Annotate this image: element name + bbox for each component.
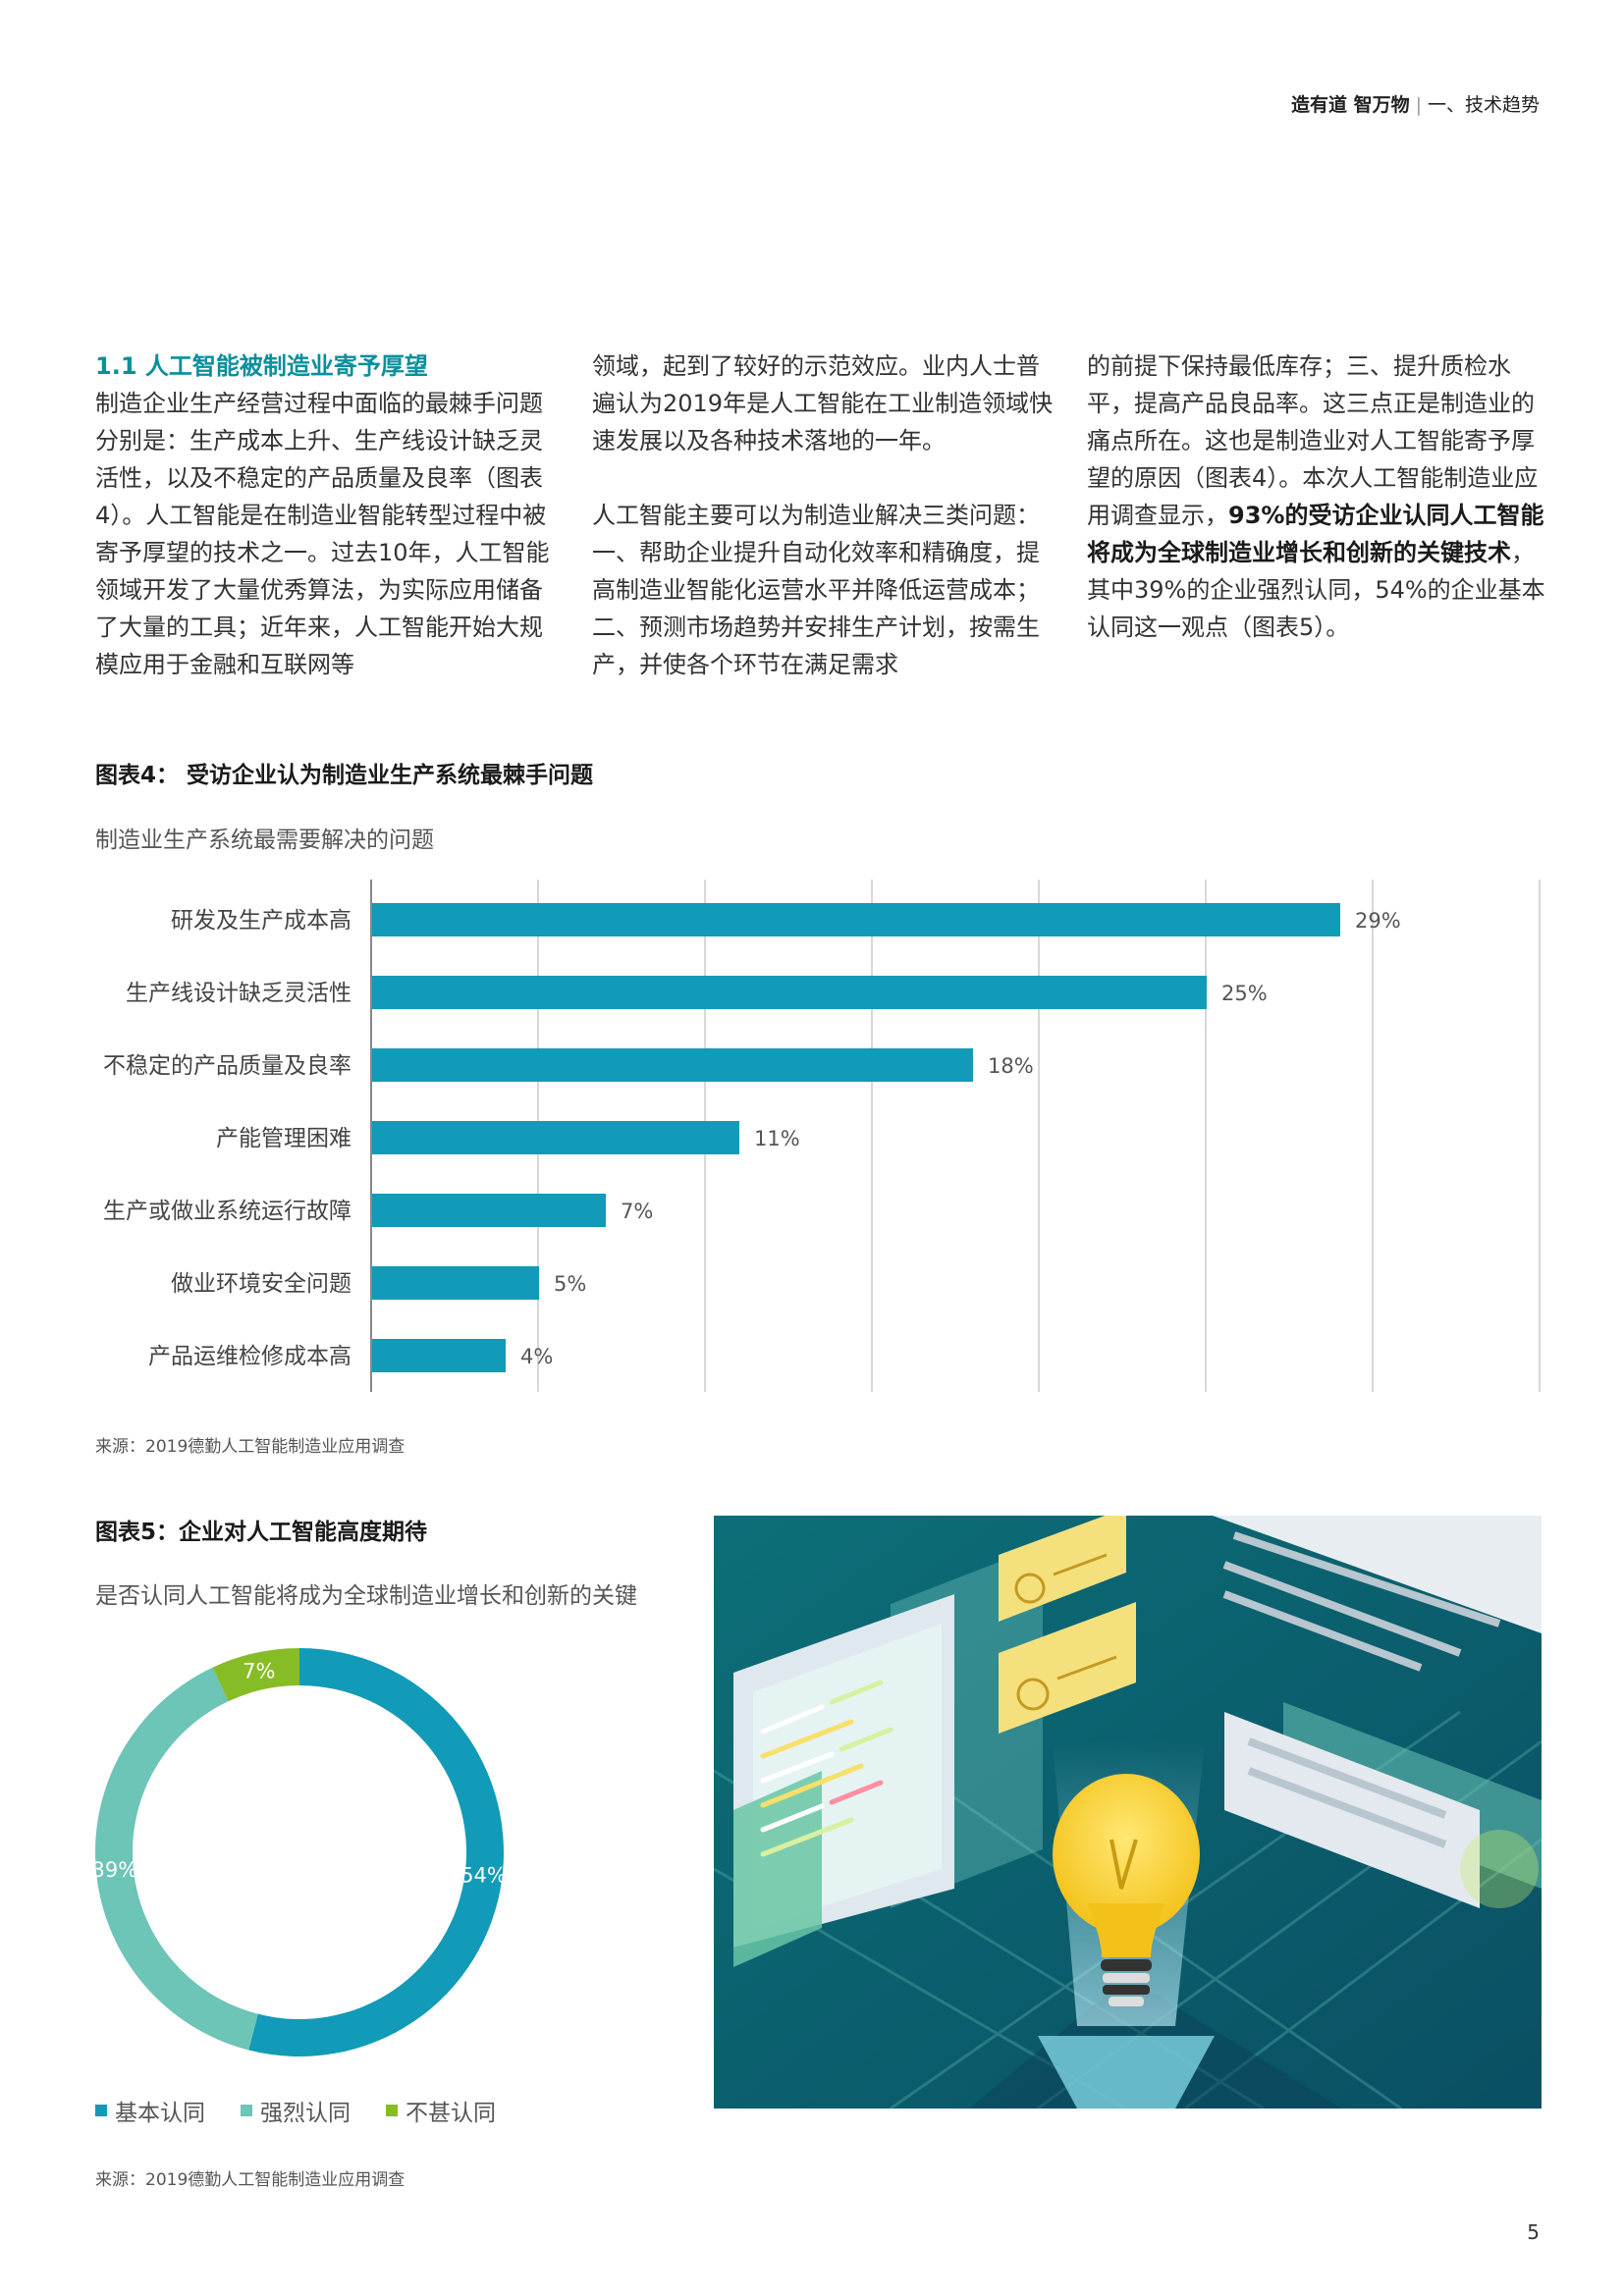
glass-panel-green <box>733 1771 822 1967</box>
bar <box>372 1194 606 1227</box>
category-label: 做业环境安全问题 <box>171 1271 352 1297</box>
legend-item-strong: 强烈认同 <box>241 2094 351 2127</box>
column-3-paragraph: 的前提下保持最低库存；三、提升质检水平，提高产品良品率。这三点正是制造业的痛点所… <box>1087 347 1548 646</box>
column-2-paragraph-1: 领域，起到了较好的示范效应。业内人士普遍认为2019年是人工智能在工业制造领域快… <box>592 352 1054 454</box>
figure-5-source: 来源：2019德勤人工智能制造业应用调查 <box>95 2170 406 2190</box>
bulb-pedestal <box>1038 2036 1215 2109</box>
column-2-paragraph-2: 人工智能主要可以为制造业解决三类问题：一、帮助企业提升自动化效率和精确度，提高制… <box>592 502 1040 678</box>
category-label: 研发及生产成本高 <box>171 908 352 934</box>
category-label: 不稳定的产品质量及良率 <box>103 1053 352 1079</box>
donut-slice <box>95 1667 258 2051</box>
message-line <box>1053 1553 1108 1576</box>
slice-label: 7% <box>243 1660 275 1683</box>
glow-spot <box>1460 1830 1539 1908</box>
donut-slice <box>248 1648 504 2056</box>
code-lines <box>760 1680 893 1857</box>
slice-label: 39% <box>91 1858 137 1882</box>
legend-label: 强烈认同 <box>260 2101 351 2126</box>
value-label: 11% <box>754 1127 800 1150</box>
bar <box>372 1339 506 1372</box>
bar <box>372 1121 739 1154</box>
message-card-1 <box>999 1516 1126 1622</box>
user-icon <box>1016 1678 1050 1711</box>
text-column-3: 的前提下保持最低库存；三、提升质检水平，提高产品良品率。这三点正是制造业的痛点所… <box>1087 347 1548 646</box>
category-label: 产能管理困难 <box>216 1126 352 1151</box>
column-1-paragraph: 制造企业生产经营过程中面临的最棘手问题分别是：生产成本上升、生产线设计缺乏灵活性… <box>95 390 550 678</box>
figure-5-subtitle: 是否认同人工智能将成为全球制造业增长和创新的关键 <box>95 1583 637 1609</box>
legend-label: 基本认同 <box>115 2101 205 2126</box>
bar <box>372 976 1207 1009</box>
device-panel-top <box>1185 1516 1542 1633</box>
header-brand: 造有道 智万物 <box>1290 94 1410 116</box>
figure-5-title: 图表5：企业对人工智能高度期待 <box>95 1520 428 1545</box>
ai-illustration <box>714 1516 1542 2109</box>
figure-4-source: 来源：2019德勤人工智能制造业应用调查 <box>95 1437 406 1457</box>
light-bulb-icon <box>1053 1774 1200 1935</box>
figure-4-bar-chart: 研发及生产成本高 29% 生产线设计缺乏灵活性 25% 不稳定的产品质量及良率 18% 产能… <box>103 880 1541 1392</box>
device-slot <box>1247 1737 1447 1819</box>
device-slot <box>1222 1590 1423 1672</box>
legend-label: 不甚认同 <box>406 2101 496 2126</box>
header-section: 一、技术趋势 <box>1427 94 1540 116</box>
figure-5-donut-chart: 54% 39% 7% <box>91 1648 507 2056</box>
bar <box>372 903 1340 936</box>
legend-swatch <box>95 2105 107 2116</box>
bar <box>372 1048 973 1082</box>
page-number: 5 <box>1527 2220 1540 2244</box>
device-slot <box>1232 1531 1501 1628</box>
column-3-key-finding: 93%的受访企业认同人工智能将成为全球制造业增长和创新的关键技术 <box>1087 502 1544 566</box>
section-title: 1.1 人工智能被制造业寄予厚望 <box>95 352 428 380</box>
running-header: 造有道 智万物 | 一、技术趋势 <box>1291 90 1540 117</box>
figure-4-subtitle: 制造业生产系统最需要解决的问题 <box>95 828 434 853</box>
legend-item-weak: 不甚认同 <box>386 2094 496 2127</box>
donut-slice <box>212 1648 299 1702</box>
slice-label: 54% <box>460 1864 507 1888</box>
legend-swatch <box>241 2105 252 2116</box>
device-slot <box>1247 1767 1447 1848</box>
figure-5-legend: 基本认同 强烈认同 不甚认同 <box>95 2094 496 2127</box>
text-column-1: 1.1 人工智能被制造业寄予厚望 制造企业生产经营过程中面临的最棘手问题分别是：… <box>95 347 557 683</box>
user-icon <box>1014 1573 1046 1604</box>
column-3-text-post: ，其中39%的企业强烈认同，54%的企业基本认同这一观点（图表5）。 <box>1087 539 1545 641</box>
bulb-base <box>1101 1959 1152 2006</box>
value-label: 7% <box>621 1200 653 1223</box>
bulb-neck <box>1087 1903 1165 1957</box>
legend-item-basic: 基本认同 <box>95 2094 205 2127</box>
column-3-text-pre: 的前提下保持最低库存；三、提升质检水平，提高产品良品率。这三点正是制造业的痛点所… <box>1087 352 1539 529</box>
figure-4-title: 图表4： 受访企业认为制造业生产系统最棘手问题 <box>95 763 594 788</box>
category-label: 生产或做业系统运行故障 <box>103 1199 352 1224</box>
category-label: 生产线设计缺乏灵活性 <box>126 981 352 1006</box>
value-label: 25% <box>1221 982 1268 1005</box>
bulb-filament <box>1110 1839 1138 1890</box>
message-card-2 <box>999 1602 1136 1734</box>
value-label: 4% <box>520 1345 553 1368</box>
device-slot <box>1222 1561 1462 1657</box>
text-column-2: 领域，起到了较好的示范效应。业内人士普遍认为2019年是人工智能在工业制造领域快… <box>592 347 1054 683</box>
value-label: 5% <box>554 1272 586 1296</box>
message-line <box>1056 1655 1117 1681</box>
category-label: 产品运维检修成本高 <box>148 1344 352 1369</box>
bar <box>372 1266 539 1300</box>
header-separator: | <box>1415 94 1422 116</box>
value-label: 29% <box>1355 909 1401 933</box>
legend-swatch <box>386 2105 398 2116</box>
value-label: 18% <box>988 1054 1034 1078</box>
